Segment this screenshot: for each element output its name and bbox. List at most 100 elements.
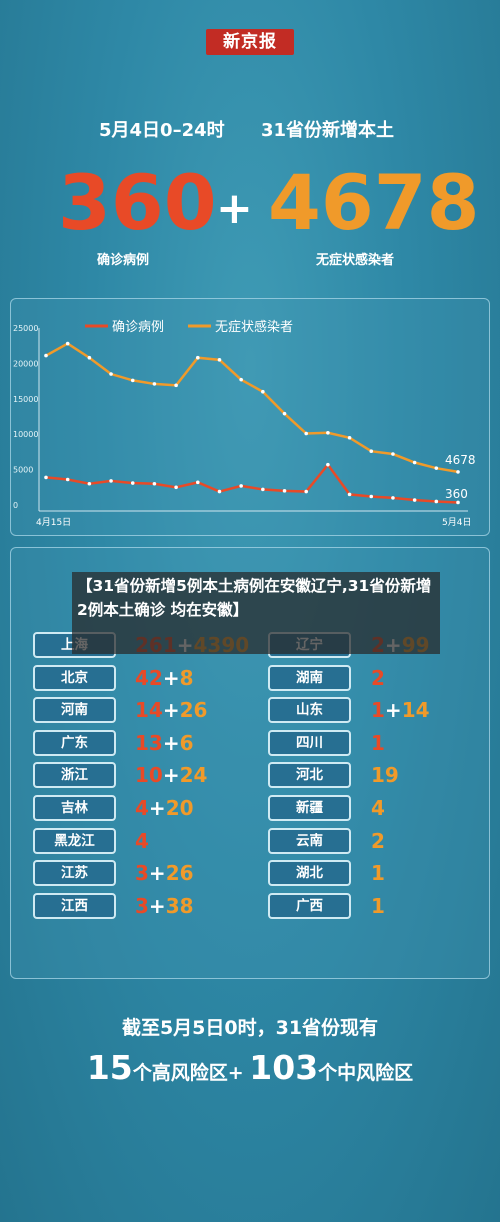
y-tick-label: 10000 xyxy=(13,430,38,439)
confirmed-total: 360 xyxy=(58,158,217,247)
province-confirmed: 4 xyxy=(135,796,149,820)
province-plus: + xyxy=(162,730,180,755)
confirmed-data-point xyxy=(456,500,460,505)
province-asymptomatic: 4 xyxy=(371,796,385,820)
y-tick-label: 15000 xyxy=(13,395,38,404)
province-value: 10+24 xyxy=(135,763,207,787)
asymptomatic-data-point xyxy=(195,355,200,360)
province-confirmed: 42 xyxy=(135,665,163,690)
province-confirmed: 14 xyxy=(135,698,163,723)
asymptomatic-total: 4678 xyxy=(268,158,480,247)
province-asymptomatic: 20 xyxy=(165,796,194,820)
confirmed-data-point xyxy=(304,489,309,494)
province-asymptomatic: 26 xyxy=(179,698,208,723)
province-asymptomatic: 38 xyxy=(165,893,194,918)
province-confirmed: 10 xyxy=(135,763,163,788)
province-asymptomatic: 26 xyxy=(165,861,194,886)
asymptomatic-data-point xyxy=(391,452,395,456)
province-label: 黑龙江 xyxy=(33,827,116,854)
end-label-asymptomatic: 4678 xyxy=(445,453,476,467)
caption-overlay-text: 【31省份新增5例本土病例在安徽辽宁,31省份新增2例本土确诊 均在安徽】 xyxy=(77,577,432,619)
confirmed-data-point xyxy=(174,485,178,490)
scope-label: 31省份新增本土 xyxy=(261,120,395,141)
asymptomatic-series-line xyxy=(45,342,459,474)
province-label: 湖北 xyxy=(268,860,351,887)
province-plus: + xyxy=(148,796,166,820)
footer-line2: 15个高风险区+ 103个中风险区 xyxy=(0,1048,500,1087)
legend-confirmed-label: 确诊病例 xyxy=(112,320,164,335)
asymptomatic-data-point xyxy=(109,372,113,376)
province-label: 浙江 xyxy=(33,762,116,789)
province-value: 1 xyxy=(371,731,385,755)
province-asymptomatic: 14 xyxy=(401,698,430,723)
province-plus: + xyxy=(148,861,166,886)
province-label: 四川 xyxy=(268,729,351,756)
line-chart: 确诊病例 无症状感染者 4月15日 5月4日 4678 360 25000 200… xyxy=(13,319,476,528)
confirmed-data-point xyxy=(195,480,200,485)
province-plus: + xyxy=(384,698,402,723)
province-label: 吉林 xyxy=(33,795,116,821)
province-asymptomatic: 1 xyxy=(371,861,385,886)
confirmed-data-point xyxy=(217,489,222,494)
asymptomatic-data-point xyxy=(87,355,92,360)
province-asymptomatic: 19 xyxy=(371,763,399,788)
province-label: 山东 xyxy=(268,697,351,724)
province-asymptomatic: 6 xyxy=(179,730,194,755)
province-label: 新疆 xyxy=(268,795,351,821)
asymptomatic-data-point xyxy=(456,470,460,474)
confirmed-data-point xyxy=(152,481,157,486)
asymptomatic-caption: 无症状感染者 xyxy=(316,253,395,268)
legend-asymptomatic-label: 无症状感染者 xyxy=(215,319,293,335)
asymptomatic-data-point xyxy=(239,377,243,382)
province-value: 2 xyxy=(371,666,385,690)
confirmed-data-point xyxy=(239,484,243,488)
province-label: 湖南 xyxy=(268,664,351,691)
chart-panel xyxy=(10,298,490,536)
province-value: 14+26 xyxy=(135,698,207,722)
province-label: 云南 xyxy=(268,827,351,854)
confirmed-data-point xyxy=(391,496,395,500)
province-value: 2 xyxy=(371,829,385,853)
asymptomatic-data-point xyxy=(65,341,70,346)
province-asymptomatic: 1 xyxy=(371,893,385,918)
y-tick-label: 0 xyxy=(13,501,18,510)
province-label: 河南 xyxy=(33,697,116,724)
end-label-confirmed: 360 xyxy=(445,487,468,501)
province-label: 河北 xyxy=(268,762,351,789)
province-label: 江西 xyxy=(33,892,116,919)
province-value: 1 xyxy=(371,894,385,918)
mid-risk-count: 103 xyxy=(249,1048,319,1087)
province-asymptomatic: 24 xyxy=(179,763,208,788)
asymptomatic-data-point xyxy=(326,430,330,435)
province-label: 广西 xyxy=(268,892,351,919)
confirmed-data-point xyxy=(282,489,287,493)
y-tick-label: 20000 xyxy=(13,359,38,368)
confirmed-data-point xyxy=(44,475,48,480)
province-value: 1 xyxy=(371,861,385,885)
confirmed-data-point xyxy=(347,492,352,497)
mid-risk-text: 个中风险区 xyxy=(318,1062,414,1084)
confirmed-data-point xyxy=(261,487,265,492)
province-confirmed: 1 xyxy=(371,730,385,755)
caption-overlay xyxy=(72,572,440,654)
footer-line1: 截至5月5日0时，31省份现有 xyxy=(121,1017,379,1039)
province-confirmed: 2 xyxy=(371,665,385,690)
asymptomatic-data-point xyxy=(130,378,135,383)
province-label: 北京 xyxy=(33,664,116,691)
province-confirmed: 3 xyxy=(135,893,149,918)
y-tick-label: 5000 xyxy=(13,466,33,475)
confirmed-data-point xyxy=(434,499,439,504)
province-plus: + xyxy=(148,893,166,918)
confirmed-data-point xyxy=(412,498,417,502)
asymptomatic-data-point xyxy=(347,435,352,440)
province-label: 江苏 xyxy=(33,860,116,887)
asymptomatic-data-point xyxy=(152,382,157,386)
province-plus: + xyxy=(162,665,180,690)
date-range: 5月4日0–24时 xyxy=(99,120,225,141)
confirmed-caption: 确诊病例 xyxy=(97,253,150,268)
province-value: 4 xyxy=(371,796,385,820)
x-tick-end: 5月4日 xyxy=(442,517,471,528)
confirmed-data-point xyxy=(369,494,374,499)
province-asymptomatic: 8 xyxy=(179,665,194,690)
x-tick-start: 4月15日 xyxy=(36,517,71,528)
